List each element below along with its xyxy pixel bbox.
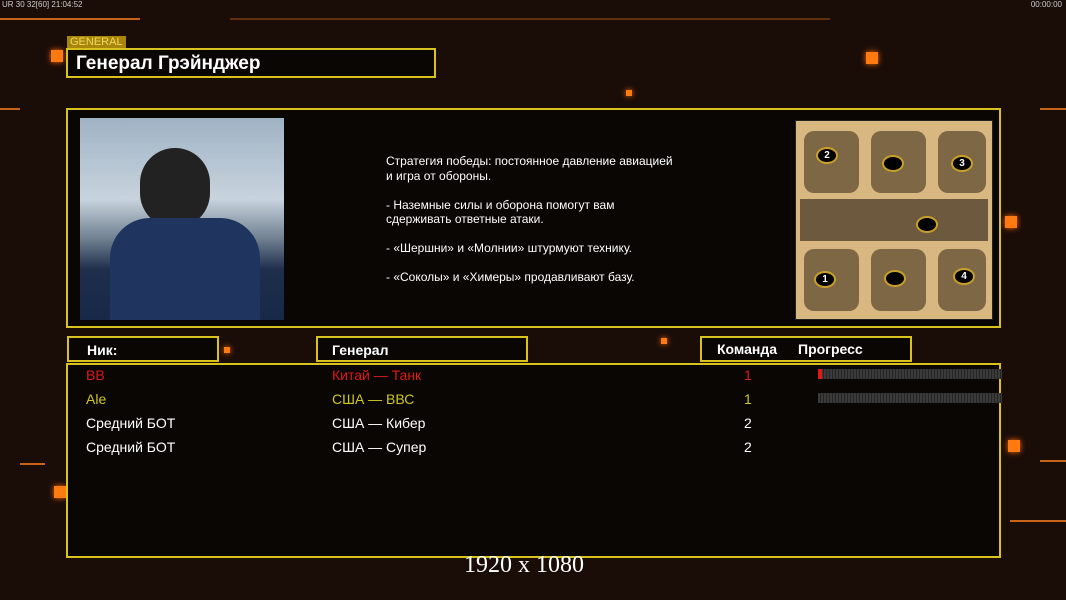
hud-timer: 00:00:00 (1030, 0, 1062, 9)
map-preview[interactable]: 2 3 1 4 (795, 120, 993, 320)
player-team: 2 (744, 439, 752, 455)
hud-stats: UR 30 32[60] 21:04:52 (2, 0, 83, 9)
player-nick: Ale (86, 391, 107, 407)
player-general: Китай — Танк (332, 367, 422, 383)
progress-bar (818, 393, 1002, 403)
general-label: GENERAL (67, 36, 126, 48)
header-team-label: Команда (717, 341, 777, 357)
oil-derrick (884, 270, 906, 287)
start-position-3: 3 (951, 155, 973, 172)
player-nick: BB (86, 367, 105, 383)
player-row: Ale США — ВВС 1 (86, 391, 1006, 413)
start-position-2: 2 (816, 147, 838, 164)
header-nick: Ник: (67, 336, 219, 362)
general-portrait (80, 118, 284, 320)
player-team: 1 (744, 391, 752, 407)
player-row: BB Китай — Танк 1 (86, 367, 1006, 389)
player-nick: Средний БОТ (86, 439, 176, 455)
players-panel: BB Китай — Танк 1 Ale США — ВВС 1 Средний БО… (66, 363, 1002, 558)
strategy-description: Стратегия победы: постоянное давление ав… (386, 154, 673, 284)
header-general: Генерал (316, 336, 528, 362)
player-general: США — ВВС (332, 391, 415, 407)
general-title-box: Генерал Грэйнджер (66, 48, 436, 78)
header-progress-label: Прогресс (798, 341, 863, 357)
player-general: США — Супер (332, 439, 427, 455)
general-title: Генерал Грэйнджер (76, 53, 261, 74)
player-team: 2 (744, 415, 752, 431)
resolution-label: 1920 x 1080 (464, 552, 584, 578)
player-team: 1 (744, 367, 752, 383)
player-nick: Средний БОТ (86, 415, 176, 431)
player-row: Средний БОТ США — Кибер 2 (86, 415, 1006, 437)
start-position-1: 1 (814, 271, 836, 288)
player-row: Средний БОТ США — Супер 2 (86, 439, 1006, 461)
player-general: США — Кибер (332, 415, 426, 431)
header-general-label: Генерал (332, 342, 389, 358)
start-position-4: 4 (953, 268, 975, 285)
header-nick-label: Ник: (87, 342, 118, 358)
oil-derrick (882, 155, 904, 172)
header-team-progress: Команда Прогресс (700, 336, 912, 362)
progress-bar (818, 369, 1002, 379)
oil-derrick (916, 216, 938, 233)
